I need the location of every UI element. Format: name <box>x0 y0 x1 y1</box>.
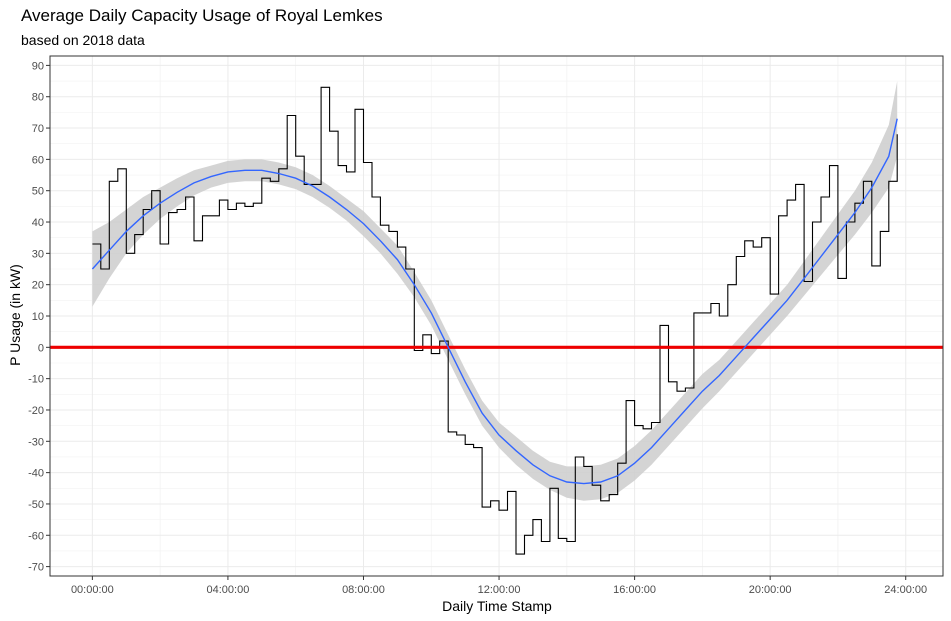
y-tick-label: 90 <box>32 60 44 72</box>
y-tick-label: 30 <box>32 248 44 260</box>
confidence-band-layer <box>92 81 898 501</box>
y-tick-label: 50 <box>32 186 44 198</box>
x-tick-label: 00:00:00 <box>71 584 114 596</box>
chart-subtitle: based on 2018 data <box>21 32 145 48</box>
y-tick-label: 0 <box>38 342 44 354</box>
y-tick-label: -10 <box>28 374 44 386</box>
step-line <box>92 86 898 555</box>
x-tick-label: 20:00:00 <box>749 584 792 596</box>
y-tick-label: 20 <box>32 280 44 292</box>
x-tick-label: 12:00:00 <box>478 584 521 596</box>
x-tick-label: 08:00:00 <box>342 584 385 596</box>
y-tick-label: 40 <box>32 217 44 229</box>
y-tick-label: -40 <box>28 468 44 480</box>
smooth-series-layer <box>91 118 898 485</box>
y-tick-label: 80 <box>32 92 44 104</box>
y-tick-label: 60 <box>32 154 44 166</box>
y-tick-label: -50 <box>28 499 44 511</box>
y-tick-label: 70 <box>32 123 44 135</box>
chart-title: Average Daily Capacity Usage of Royal Le… <box>21 6 383 25</box>
x-tick-label: 24:00:00 <box>884 584 927 596</box>
x-axis-title: Daily Time Stamp <box>442 598 552 614</box>
smooth-fit-line <box>91 118 898 485</box>
x-axis: 00:00:00 04:00:00 08:00:00 12:00:00 16:00:00… <box>71 576 927 596</box>
step-series-layer <box>92 86 898 555</box>
confidence-band <box>92 81 898 501</box>
x-tick-label: 16:00:00 <box>613 584 656 596</box>
x-tick-label: 04:00:00 <box>207 584 250 596</box>
y-tick-label: 10 <box>32 311 44 323</box>
y-tick-label: -70 <box>28 562 44 574</box>
y-tick-label: -20 <box>28 405 44 417</box>
y-axis-title: P Usage (in kW) <box>7 264 23 366</box>
y-tick-label: -30 <box>28 436 44 448</box>
y-tick-label: -60 <box>28 530 44 542</box>
y-axis: 90 80 70 60 50 40 30 20 10 0 -10 -20 -30 -40 -50 -60 -70 <box>28 60 50 574</box>
